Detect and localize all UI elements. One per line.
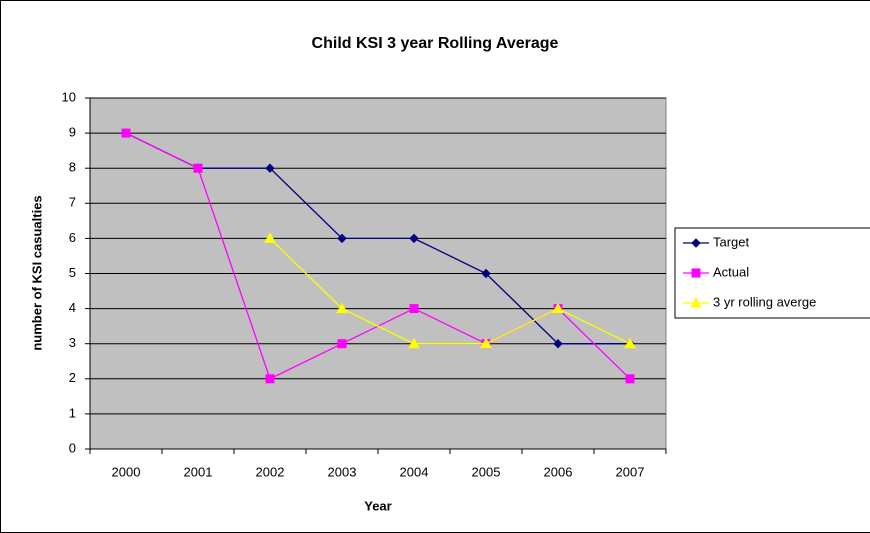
- y-axis-label: number of KSI casualties: [29, 195, 44, 350]
- y-tick-label: 8: [69, 160, 76, 175]
- x-tick-label: 2004: [400, 464, 429, 479]
- marker: [337, 233, 347, 244]
- x-tick-label: 2002: [256, 464, 285, 479]
- marker: [193, 163, 203, 173]
- marker: [264, 232, 276, 243]
- marker: [481, 268, 491, 279]
- legend-label: Actual: [713, 264, 749, 279]
- y-tick-label: 1: [69, 405, 76, 420]
- x-axis-label: Year: [364, 498, 391, 513]
- marker: [408, 337, 420, 349]
- marker: [336, 302, 348, 314]
- y-tick-label: 4: [69, 300, 76, 315]
- marker: [624, 337, 636, 349]
- marker: [265, 163, 275, 173]
- marker: [409, 304, 419, 314]
- y-tick-label: 10: [62, 89, 76, 104]
- x-tick-label: 2007: [616, 464, 645, 479]
- marker: [691, 238, 701, 248]
- marker: [690, 296, 702, 308]
- y-tick-label: 6: [69, 230, 76, 245]
- x-tick-label: 2000: [112, 464, 141, 479]
- y-tick-label: 9: [69, 125, 76, 140]
- series-line: [269, 237, 631, 345]
- legend-label: 3 yr rolling averge: [713, 294, 816, 309]
- marker: [121, 128, 131, 138]
- marker: [337, 339, 347, 349]
- marker: [552, 302, 564, 314]
- y-tick-label: 2: [69, 370, 76, 385]
- series-line: [125, 132, 630, 345]
- marker: [409, 233, 419, 244]
- marker: [265, 374, 275, 384]
- marker: [625, 374, 635, 384]
- marker: [480, 337, 492, 349]
- x-tick-label: 2001: [184, 464, 213, 479]
- marker: [553, 338, 563, 349]
- y-tick-label: 3: [69, 335, 76, 350]
- x-tick-label: 2005: [472, 464, 501, 479]
- y-tick-label: 7: [69, 195, 76, 210]
- x-tick-label: 2003: [328, 464, 357, 479]
- x-tick-label: 2006: [544, 464, 573, 479]
- y-tick-label: 0: [69, 440, 76, 455]
- chart-title: Child KSI 3 year Rolling Average: [312, 35, 559, 52]
- y-tick-label: 5: [69, 265, 76, 280]
- marker: [691, 268, 701, 278]
- legend-label: Target: [713, 234, 750, 249]
